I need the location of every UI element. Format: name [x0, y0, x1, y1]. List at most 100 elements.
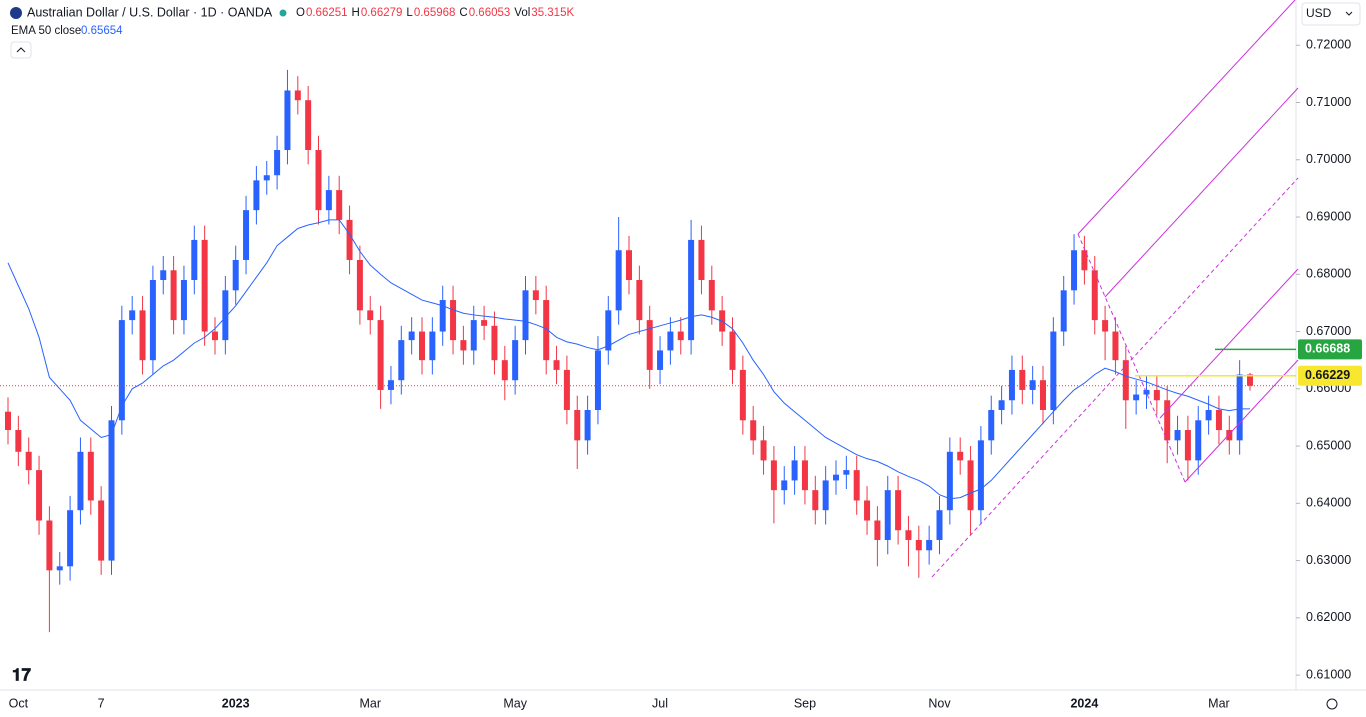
pitchfork-handle: [1077, 233, 1186, 483]
candle-body: [294, 90, 301, 101]
candle-body: [232, 259, 239, 291]
candle-body: [563, 369, 570, 410]
candle-body: [791, 460, 798, 481]
candle-body: [356, 259, 363, 311]
legend-value: 35.315K: [531, 7, 574, 19]
settings-icon[interactable]: [1326, 698, 1338, 710]
candle-body: [626, 250, 632, 281]
candle-body: [1153, 389, 1160, 401]
collapse-button[interactable]: [10, 41, 32, 59]
candle-body: [36, 470, 43, 521]
x-tick-label: 7: [98, 696, 105, 710]
candle-body: [56, 566, 63, 571]
candle-body: [833, 474, 839, 481]
legend-value: 0.66251: [306, 7, 348, 19]
candle-body: [1008, 369, 1015, 401]
currency-button[interactable]: [1301, 2, 1361, 26]
candle-body: [481, 320, 488, 326]
candle-body: [1226, 430, 1233, 441]
candle-body: [191, 239, 198, 281]
candle-body: [884, 490, 891, 540]
candle-body: [998, 400, 1005, 410]
candle-body: [201, 239, 208, 332]
chart-title: Australian Dollar / U.S. Dollar · 1D · O…: [27, 5, 273, 19]
legend-value: 0.66053: [469, 7, 511, 19]
candle-body: [212, 331, 218, 341]
candle-body: [946, 451, 953, 511]
candle-body: [398, 340, 405, 381]
candle-body: [574, 409, 581, 441]
candle-body: [284, 90, 291, 151]
candle-body: [336, 190, 343, 220]
candle-body: [770, 460, 777, 491]
candle-body: [170, 270, 177, 321]
y-tick-label: 0.65000: [1306, 438, 1351, 452]
candle-body: [543, 300, 550, 361]
candle-body: [781, 480, 788, 491]
ema-legend-value: 0.65654: [81, 25, 123, 37]
candle-body: [346, 219, 353, 260]
y-tick-label: 0.71000: [1306, 95, 1351, 109]
candle-body: [553, 360, 560, 370]
candle-body: [988, 409, 995, 441]
market-status: [279, 9, 287, 17]
candle-body: [1050, 331, 1057, 410]
candle-body: [46, 520, 53, 571]
plot-area: [5, 69, 1253, 633]
candle-body: [512, 340, 519, 381]
candle-body: [1215, 409, 1222, 431]
candle-body: [1112, 331, 1119, 361]
candle-body: [594, 350, 601, 410]
candle-body: [760, 440, 767, 461]
candle-body: [15, 430, 22, 452]
candle-body: [1174, 430, 1181, 441]
candle-body: [667, 331, 674, 351]
legend-key: L: [406, 7, 413, 19]
candle-body: [180, 280, 187, 321]
x-tick-label: Jul: [652, 696, 668, 710]
candle-body: [419, 331, 425, 361]
candle-body: [750, 420, 757, 441]
candle-body: [874, 520, 881, 540]
candle-body: [129, 310, 136, 321]
candle-body: [605, 310, 612, 351]
x-tick-label: 2023: [222, 696, 250, 710]
candle-body: [243, 210, 250, 260]
y-tick-label: 0.72000: [1306, 38, 1351, 52]
candle-body: [1081, 250, 1088, 271]
legend-key: H: [352, 7, 360, 19]
candle-body: [729, 331, 736, 370]
candle-body: [532, 290, 539, 301]
candle-body: [957, 451, 964, 461]
pitchfork-line: [1184, 359, 1299, 483]
candle-body: [87, 451, 94, 501]
x-tick-label: Mar: [1208, 696, 1230, 710]
y-tick-label: 0.63000: [1306, 553, 1351, 567]
pitchfork-line: [1077, 0, 1296, 235]
candle-body: [843, 470, 850, 475]
candle-body: [263, 175, 270, 181]
candle-body: [895, 490, 902, 531]
collapse-icon: [16, 47, 26, 53]
candle-body: [977, 440, 984, 511]
dropdown-icon: [1345, 11, 1353, 16]
candle-body: [739, 369, 746, 421]
candle-body: [1247, 374, 1253, 386]
candle-body: [139, 310, 146, 361]
candle-body: [708, 280, 715, 311]
y-tick-label: 0.62000: [1306, 610, 1351, 624]
y-tick-label: 0.69000: [1306, 209, 1351, 223]
y-tick-label: 0.70000: [1306, 152, 1351, 166]
candle-body: [1071, 250, 1078, 291]
legend-value: 0.66279: [361, 7, 403, 19]
candle-body: [67, 510, 74, 567]
pitchfork-median: [931, 177, 1299, 578]
candle-body: [1060, 290, 1067, 332]
candle-body: [926, 539, 933, 551]
ema-line: [7, 219, 1250, 500]
y-tick-label: 0.61000: [1306, 667, 1351, 681]
candle-body: [1019, 369, 1026, 390]
